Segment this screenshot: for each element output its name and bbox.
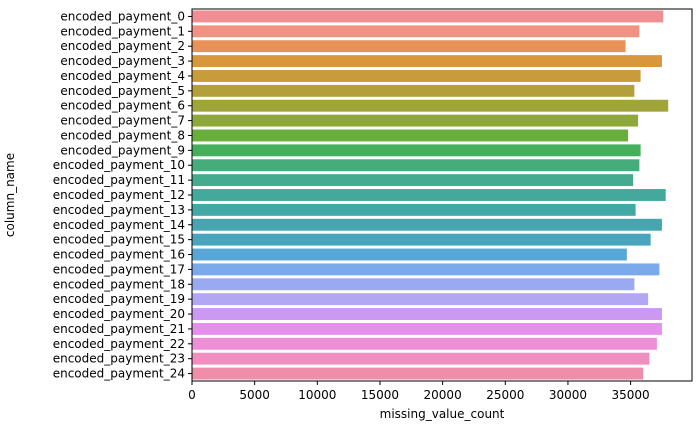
y-tick-label: encoded_payment_8 xyxy=(60,128,185,142)
y-tick-label: encoded_payment_4 xyxy=(60,69,185,83)
y-tick-label: encoded_payment_15 xyxy=(53,233,185,247)
y-tick-label: encoded_payment_21 xyxy=(53,322,185,336)
bar-encoded_payment_14 xyxy=(192,218,662,231)
bar-encoded_payment_19 xyxy=(192,293,649,306)
x-tick-label: 25000 xyxy=(486,388,524,402)
x-tick-label: 20000 xyxy=(424,388,462,402)
y-tick-label: encoded_payment_19 xyxy=(53,292,185,306)
bar-encoded_payment_8 xyxy=(192,129,629,142)
y-tick-label: encoded_payment_12 xyxy=(53,188,185,202)
bar-encoded_payment_0 xyxy=(192,10,664,23)
y-tick-label: encoded_payment_16 xyxy=(53,248,185,262)
bars-group xyxy=(192,10,669,380)
x-axis-ticks: 0 5000 10000 15000 20000 25000 30000 35000 xyxy=(188,381,650,402)
bar-encoded_payment_3 xyxy=(192,55,662,68)
x-axis-label: missing_value_count xyxy=(380,407,505,421)
y-tick-label: encoded_payment_2 xyxy=(60,39,185,53)
bar-encoded_payment_23 xyxy=(192,352,650,365)
y-axis-ticks: encoded_payment_0encoded_payment_1encode… xyxy=(53,9,192,381)
bar-encoded_payment_4 xyxy=(192,70,641,82)
y-tick-label: encoded_payment_10 xyxy=(53,158,185,172)
bar-encoded_payment_21 xyxy=(192,322,662,335)
y-tick-label: encoded_payment_13 xyxy=(53,203,185,217)
bar-encoded_payment_18 xyxy=(192,278,635,291)
bar-encoded_payment_7 xyxy=(192,114,639,127)
y-axis-label: column_name xyxy=(3,153,17,237)
y-tick-label: encoded_payment_7 xyxy=(60,114,185,128)
x-tick-label: 5000 xyxy=(239,388,270,402)
bar-encoded_payment_16 xyxy=(192,248,627,261)
bar-encoded_payment_5 xyxy=(192,84,635,97)
bar-encoded_payment_17 xyxy=(192,263,660,276)
bar-encoded_payment_9 xyxy=(192,144,641,157)
x-tick-label: 15000 xyxy=(361,388,399,402)
bar-encoded_payment_11 xyxy=(192,174,634,187)
y-tick-label: encoded_payment_9 xyxy=(60,143,185,157)
y-tick-label: encoded_payment_24 xyxy=(53,367,185,381)
y-tick-label: encoded_payment_17 xyxy=(53,262,185,276)
y-tick-label: encoded_payment_20 xyxy=(53,307,185,321)
x-tick-label: 0 xyxy=(188,388,196,402)
x-tick-label: 35000 xyxy=(612,388,650,402)
y-tick-label: encoded_payment_18 xyxy=(53,277,185,291)
bar-encoded_payment_6 xyxy=(192,99,669,112)
y-tick-label: encoded_payment_22 xyxy=(53,337,185,351)
plot-frame xyxy=(191,8,693,382)
bar-encoded_payment_12 xyxy=(192,189,666,201)
y-tick-label: encoded_payment_11 xyxy=(53,173,185,187)
y-tick-label: encoded_payment_0 xyxy=(60,9,185,23)
bar-encoded_payment_20 xyxy=(192,308,662,320)
bar-encoded_payment_24 xyxy=(192,367,644,380)
y-tick-label: encoded_payment_1 xyxy=(60,24,185,38)
y-tick-label: encoded_payment_5 xyxy=(60,84,185,98)
bar-encoded_payment_2 xyxy=(192,40,626,53)
bar-encoded_payment_10 xyxy=(192,159,640,172)
bar-encoded_payment_1 xyxy=(192,25,640,38)
y-tick-label: encoded_payment_3 xyxy=(60,54,185,68)
y-tick-label: encoded_payment_6 xyxy=(60,99,185,113)
bar-encoded_payment_22 xyxy=(192,337,657,350)
x-tick-label: 10000 xyxy=(298,388,336,402)
y-tick-label: encoded_payment_23 xyxy=(53,352,185,366)
x-tick-label: 30000 xyxy=(549,388,587,402)
bar-encoded_payment_13 xyxy=(192,203,636,216)
y-tick-label: encoded_payment_14 xyxy=(53,218,185,232)
bar-encoded_payment_15 xyxy=(192,233,651,246)
